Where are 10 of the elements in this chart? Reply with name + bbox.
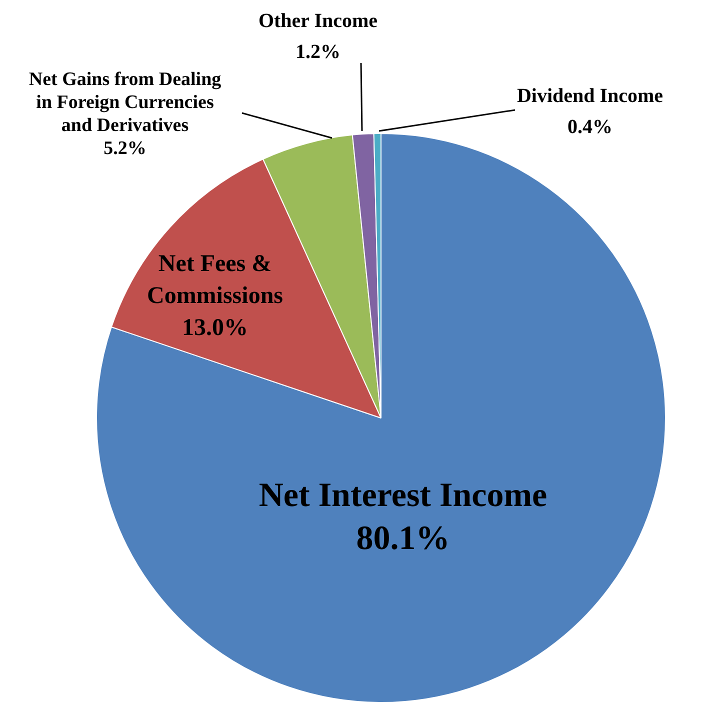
data-label: 13.0% [182, 315, 248, 342]
slice-label: Net Fees & Commissions [146, 251, 284, 310]
data-label: 5.2% [104, 138, 146, 159]
slice-label: Net Gains from Dealing in Foreign Currencies and Derivatives [28, 68, 222, 136]
data-label: 80.1% [356, 520, 450, 557]
slice-label: Dividend Income [516, 85, 664, 108]
slice-label: Other Income [258, 10, 378, 32]
data-label: 1.2% [296, 41, 340, 64]
slice-label: Net Interest Income [258, 476, 548, 514]
data-label: 0.4% [568, 116, 612, 138]
